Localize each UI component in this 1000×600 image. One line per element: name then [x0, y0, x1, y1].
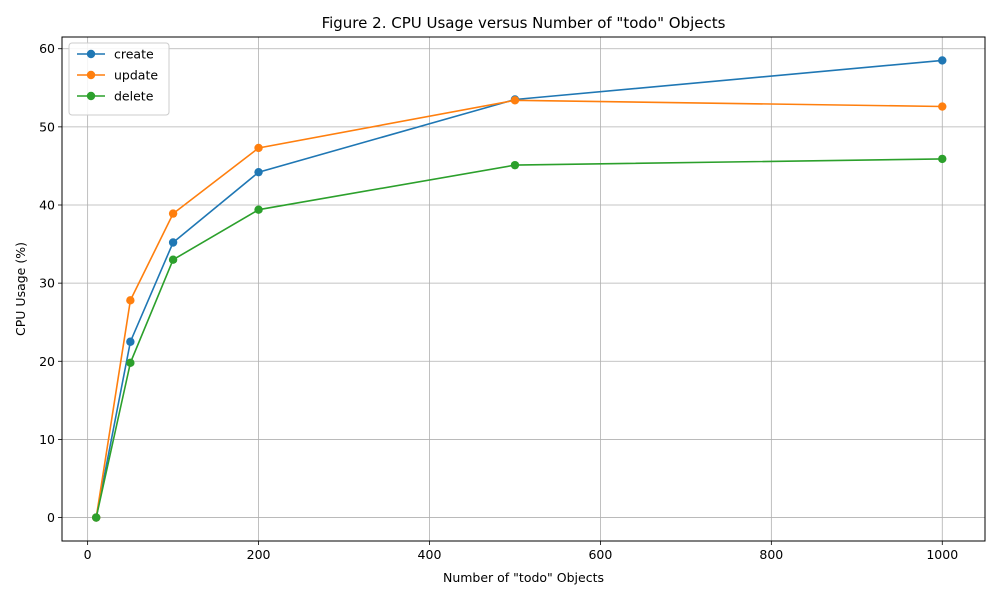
y-tick-label: 30 [39, 276, 55, 291]
legend: create update delete [68, 42, 170, 116]
plot-series [91, 56, 947, 522]
y-axis-label: CPU Usage (%) [13, 242, 28, 336]
legend-label-update: update [114, 68, 158, 83]
x-tick-label: 1000 [926, 547, 958, 562]
data-point-delete [510, 160, 520, 170]
x-tick-label: 0 [84, 547, 92, 562]
legend-marker-update [86, 70, 96, 80]
data-point-delete [254, 205, 263, 214]
y-tick-label: 0 [47, 510, 55, 525]
series-line-update [95, 99, 943, 518]
series-line-delete [95, 158, 943, 518]
axis-ticks: 0 200 400 600 800 1000 0 10 20 30 40 50 60 [39, 41, 958, 562]
x-tick-label: 600 [588, 547, 612, 562]
data-point-delete [938, 154, 947, 164]
y-tick-label: 20 [39, 354, 55, 369]
x-tick-label: 400 [418, 547, 442, 562]
grid [62, 37, 985, 541]
data-point-create [254, 167, 263, 177]
data-point-update [510, 96, 520, 105]
legend-label-create: create [114, 47, 154, 62]
x-tick-label: 800 [759, 547, 783, 562]
data-point-delete [168, 255, 178, 264]
data-point-create [938, 56, 947, 65]
data-point-update [254, 143, 263, 153]
y-tick-label: 10 [39, 432, 55, 447]
y-tick-label: 60 [39, 41, 55, 56]
legend-marker-create [86, 49, 96, 59]
data-point-update [168, 209, 178, 218]
data-point-create [126, 337, 135, 346]
x-tick-label: 200 [247, 547, 271, 562]
x-axis-label: Number of "todo" Objects [443, 570, 604, 585]
data-point-update [126, 296, 135, 305]
y-tick-label: 50 [39, 119, 55, 134]
chart-title: Figure 2. CPU Usage versus Number of "to… [322, 14, 726, 32]
data-point-update [938, 102, 947, 111]
data-point-delete [91, 513, 101, 522]
y-tick-label: 40 [39, 198, 55, 213]
legend-marker-delete [86, 91, 96, 101]
plot-frame [61, 36, 986, 542]
legend-label-delete: delete [114, 89, 154, 104]
data-point-delete [126, 358, 135, 368]
series-line-create [95, 59, 943, 518]
data-point-create [168, 238, 178, 247]
